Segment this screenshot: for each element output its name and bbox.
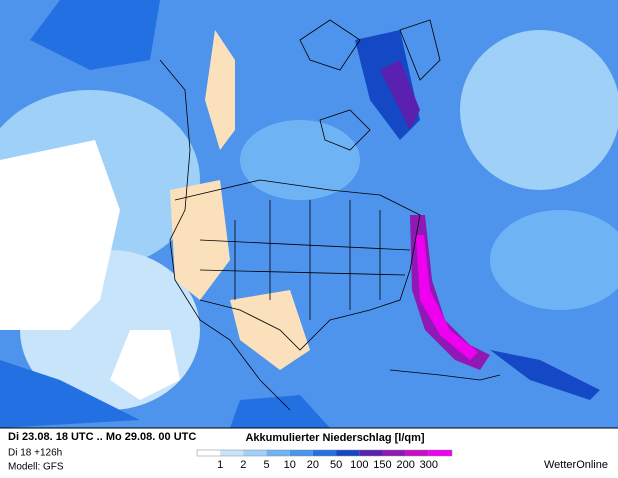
legend-title: Akkumulierter Niederschlag [l/qm]: [245, 432, 424, 444]
color-swatch: [266, 450, 290, 456]
color-swatch: [359, 450, 383, 456]
color-swatch: [243, 450, 267, 456]
scale-label: 300: [420, 459, 438, 471]
color-swatch: [312, 450, 337, 456]
scale-label: 10: [284, 459, 296, 471]
scale-label: 100: [350, 459, 368, 471]
map-field: [0, 0, 618, 428]
color-swatch: [197, 450, 221, 456]
brand: WetterOnline: [544, 459, 608, 471]
map-outlines: [159, 19, 501, 411]
period: Di 23.08. 18 UTC .. Mo 29.08. 00 UTC: [8, 431, 196, 443]
scale-label: 150: [373, 459, 391, 471]
color-swatch: [289, 450, 313, 456]
color-swatch: [428, 450, 452, 456]
scale-label: 20: [307, 459, 319, 471]
model: Modell: GFS: [8, 462, 64, 473]
color-scale-frame: [196, 449, 453, 457]
color-swatch: [220, 450, 244, 456]
scale-label: 1: [217, 459, 223, 471]
scale-label: 50: [330, 459, 342, 471]
model-run: Di 18 +126h: [8, 448, 62, 459]
color-swatch: [382, 450, 406, 456]
scale-label: 5: [263, 459, 269, 471]
scale-label: 200: [396, 459, 414, 471]
color-swatch: [336, 450, 360, 456]
scale-label: 2: [240, 459, 246, 471]
color-swatch: [405, 450, 429, 456]
color-scale: 1 2 5 10 20 50 100 150 200 300: [196, 449, 453, 471]
